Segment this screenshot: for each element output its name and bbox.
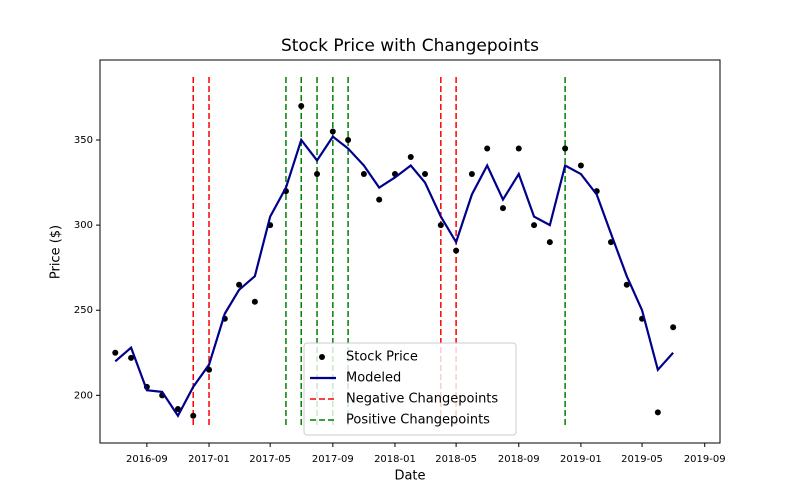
x-tick-label: 2018-05 <box>435 454 477 465</box>
y-tick-label: 300 <box>74 220 93 231</box>
price-point <box>531 222 538 229</box>
y-axis-label: Price ($) <box>49 225 64 279</box>
x-tick-label: 2017-05 <box>249 454 291 465</box>
price-point <box>236 281 243 288</box>
legend-marker <box>319 354 325 360</box>
legend-label: Positive Changepoints <box>346 413 490 428</box>
x-tick-label: 2017-09 <box>312 454 354 465</box>
price-point <box>546 239 553 246</box>
price-point <box>562 145 569 152</box>
price-point <box>422 171 429 178</box>
x-tick-label: 2018-01 <box>374 454 416 465</box>
price-point <box>112 349 119 356</box>
x-tick-label: 2019-09 <box>684 454 726 465</box>
plot-frame <box>99 59 721 444</box>
price-point <box>190 412 197 419</box>
price-point <box>329 128 336 135</box>
x-tick-label: 2018-09 <box>498 454 540 465</box>
legend-label: Negative Changepoints <box>346 392 498 407</box>
price-point <box>468 171 475 178</box>
price-point <box>174 405 181 412</box>
price-point <box>623 281 630 288</box>
y-tick-label: 350 <box>74 135 93 146</box>
model-line <box>114 135 674 418</box>
legend-label: Modeled <box>346 371 401 386</box>
price-point <box>345 137 352 144</box>
y-tick-label: 250 <box>74 305 93 316</box>
x-tick-label: 2019-01 <box>560 454 602 465</box>
y-tick-label: 200 <box>74 390 93 401</box>
price-point <box>128 354 135 361</box>
x-tick-label: 2016-09 <box>126 454 168 465</box>
price-point <box>515 145 522 152</box>
price-point <box>453 247 460 254</box>
price-point <box>407 154 414 161</box>
x-tick-label: 2017-01 <box>188 454 230 465</box>
price-point <box>499 205 506 212</box>
price-point <box>360 171 367 178</box>
price-point <box>376 196 383 203</box>
legend-box <box>303 342 517 436</box>
price-point <box>670 324 677 331</box>
price-point <box>298 102 305 109</box>
price-point <box>577 162 584 169</box>
legend-label: Stock Price <box>346 350 418 365</box>
x-axis-label: Date <box>394 469 425 484</box>
price-point <box>314 171 321 178</box>
price-point <box>484 145 491 152</box>
x-tick-label: 2019-05 <box>621 454 663 465</box>
chart-title: Stock Price with Changepoints <box>281 36 539 56</box>
price-point <box>654 409 661 416</box>
price-point <box>251 298 258 305</box>
price-point <box>437 222 444 229</box>
